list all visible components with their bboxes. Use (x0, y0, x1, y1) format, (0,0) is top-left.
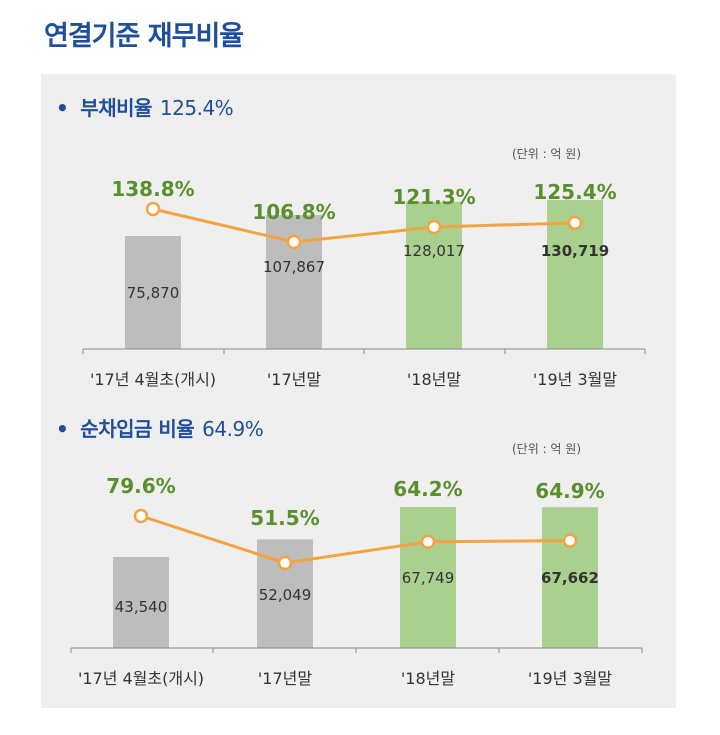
amount-label: 52,049 (259, 586, 312, 604)
bullet-icon: • (56, 417, 69, 441)
amount-label: 75,870 (127, 284, 180, 302)
ratio-point (277, 555, 293, 571)
ratio-label: 138.8% (111, 177, 194, 201)
page-title: 연결기준 재무비율 (44, 21, 244, 52)
ratio-point (562, 533, 578, 548)
ratio-point (133, 508, 149, 524)
category-label: '18년말 (407, 370, 461, 389)
net-debt-ratio-value: 64.9% (202, 417, 264, 441)
ratio-label: 121.3% (392, 185, 475, 209)
category-label: '17년말 (267, 370, 321, 389)
debt-ratio-unit: (단위 : 억 원) (512, 147, 582, 161)
category-label: '17년말 (258, 669, 312, 688)
bar-4 (542, 507, 598, 648)
ratio-line (152, 207, 576, 244)
bullet-icon: • (56, 96, 69, 120)
category-label: '19년 3월말 (528, 669, 612, 688)
bar-1 (113, 557, 169, 648)
amount-label: 107,867 (263, 258, 325, 276)
amount-label: 67,749 (402, 569, 455, 587)
category-label: '18년말 (401, 669, 455, 688)
category-label: '17년 4월초(개시) (78, 669, 204, 688)
ratio-point (567, 215, 583, 231)
amount-label: 43,540 (115, 598, 168, 616)
net-debt-ratio-unit: (단위 : 억 원) (512, 442, 582, 456)
ratio-label: 64.9% (535, 479, 604, 503)
amount-label: 128,017 (403, 242, 465, 260)
ratio-label: 51.5% (250, 506, 319, 530)
category-label: '17년 4월초(개시) (90, 370, 216, 389)
ratio-label: 79.6% (106, 474, 175, 498)
ratio-point (426, 219, 442, 235)
ratio-line (140, 514, 571, 565)
amount-label: 67,662 (541, 569, 599, 587)
ratio-point (286, 234, 302, 250)
debt-ratio-title: 부채비율 (80, 96, 152, 120)
net-debt-ratio-title: 순차입금 비율 (80, 417, 195, 441)
category-label: '19년 3월말 (533, 370, 617, 389)
bar-3 (400, 507, 456, 648)
ratio-label: 125.4% (533, 180, 616, 204)
ratio-point (145, 201, 161, 217)
net-debt-ratio-heading: • 순차입금 비율 64.9% (56, 413, 264, 442)
ratio-label: 64.2% (393, 477, 462, 501)
amount-label: 130,719 (541, 242, 609, 260)
ratio-point (420, 534, 436, 550)
bar-1 (125, 236, 181, 349)
ratio-label: 106.8% (252, 200, 335, 224)
debt-ratio-value: 125.4% (159, 96, 234, 120)
debt-ratio-heading: • 부채비율 125.4% (56, 92, 234, 121)
